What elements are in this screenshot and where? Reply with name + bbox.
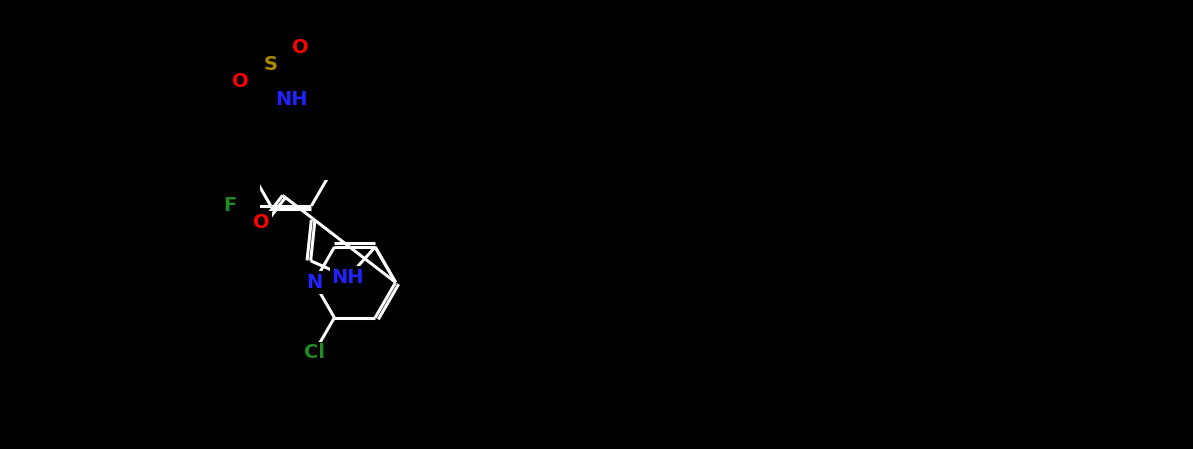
Text: O: O (292, 38, 309, 57)
Text: O: O (253, 213, 270, 232)
Text: F: F (223, 196, 236, 215)
Text: O: O (233, 72, 249, 92)
Text: NH: NH (274, 90, 308, 110)
Text: S: S (264, 55, 278, 74)
Text: Cl: Cl (303, 343, 324, 362)
Text: F: F (284, 90, 298, 110)
Text: N: N (305, 273, 322, 292)
Text: NH: NH (332, 268, 364, 287)
